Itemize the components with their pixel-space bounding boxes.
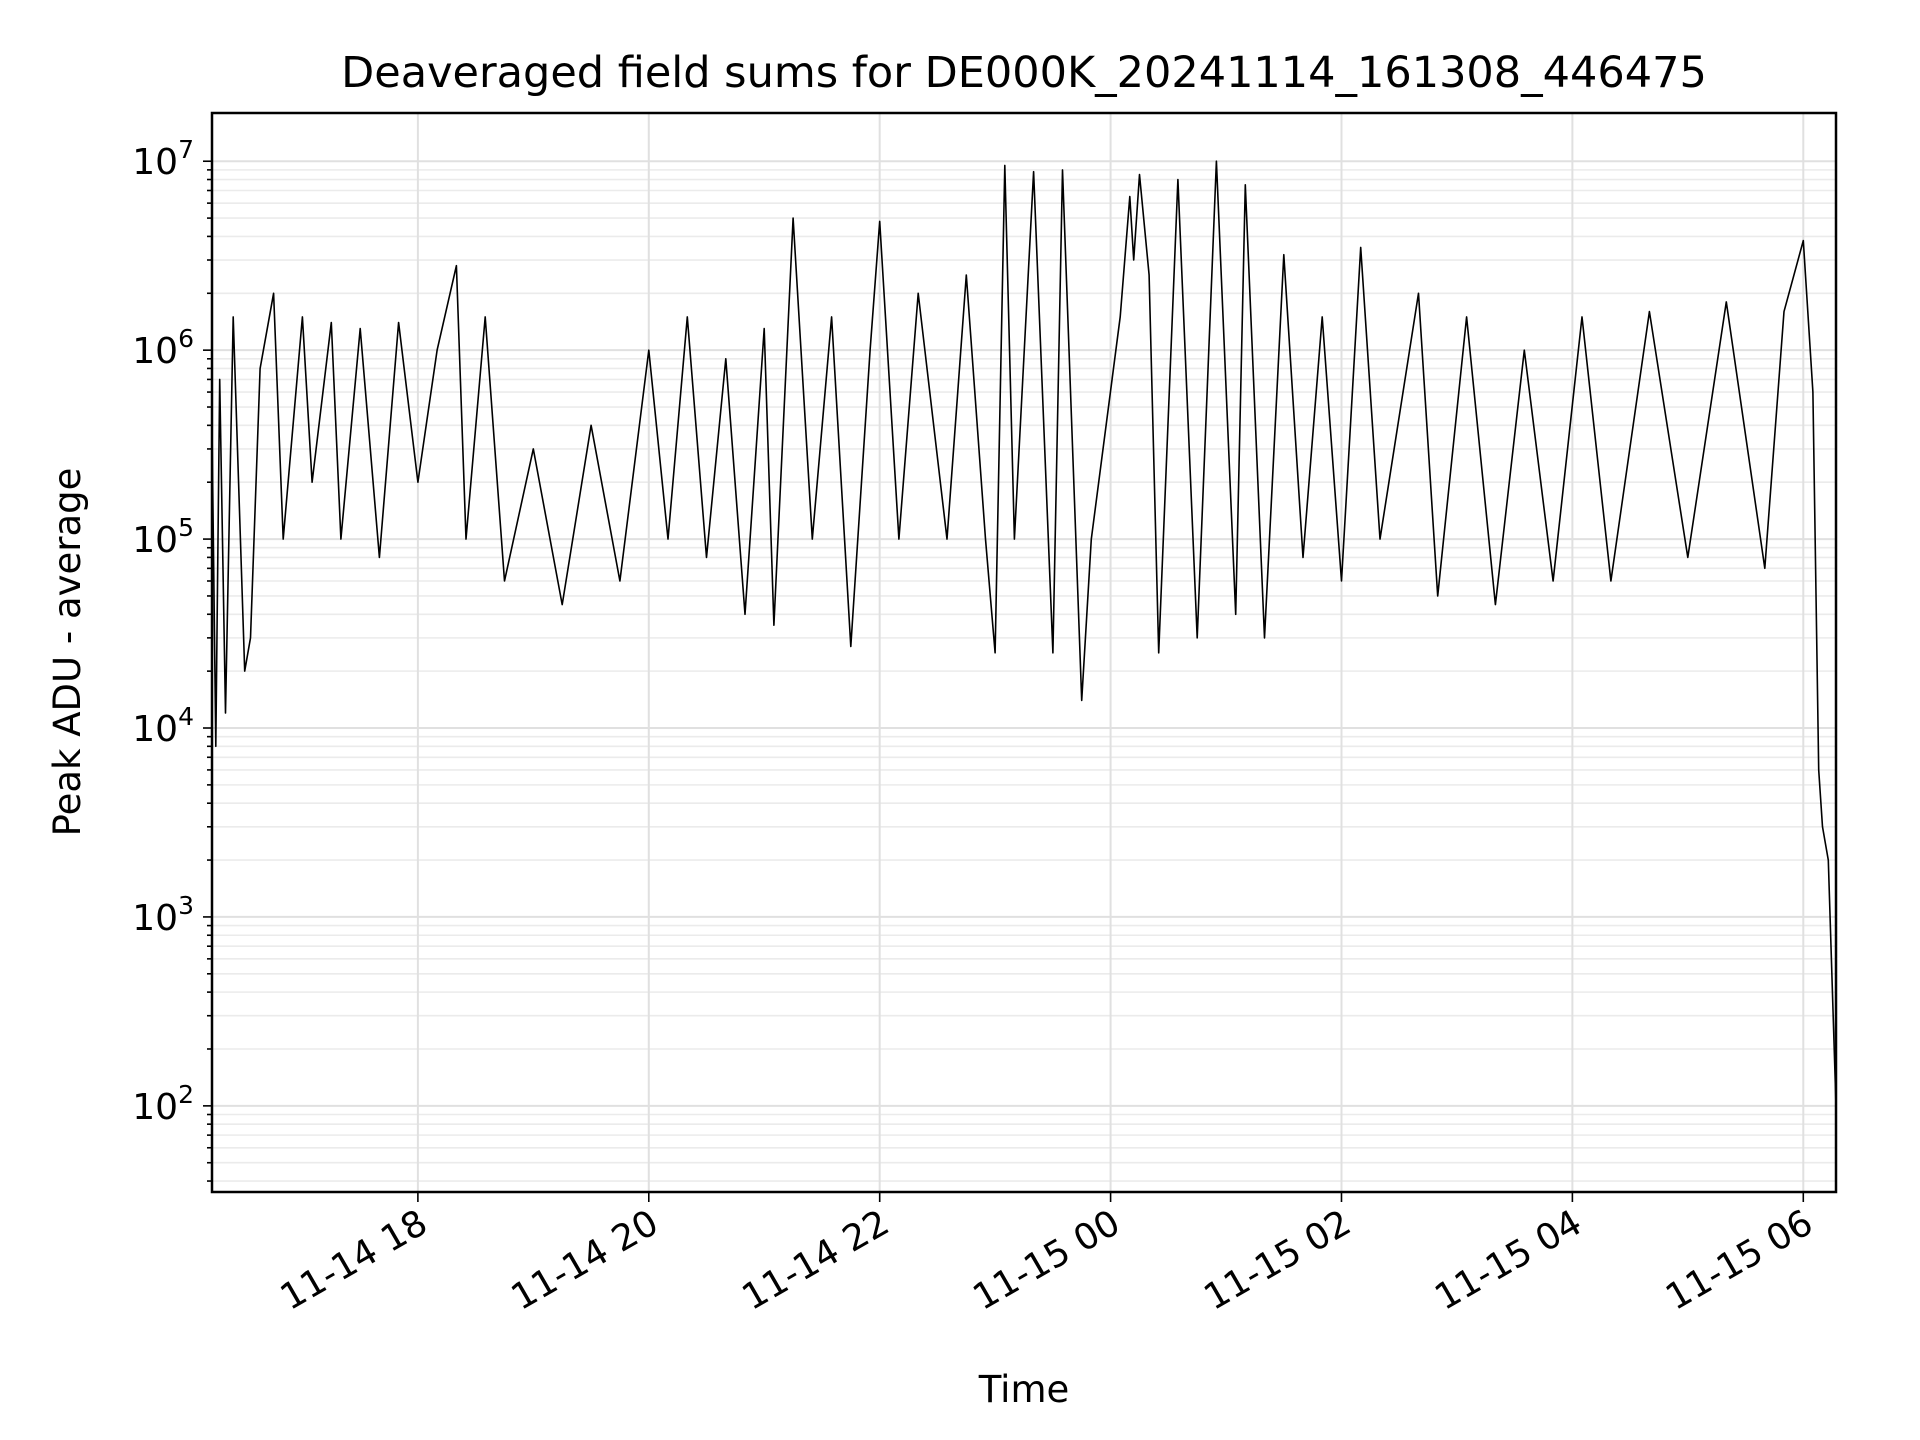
series-layer xyxy=(211,160,1837,1106)
y-tick-base: 10 xyxy=(132,1087,178,1128)
y-tick-label: 104 xyxy=(132,702,194,750)
y-tick-exponent: 2 xyxy=(178,1080,194,1109)
y-tick-label: 105 xyxy=(132,513,194,561)
y-tick-exponent: 3 xyxy=(178,891,194,920)
y-tick-exponent: 4 xyxy=(178,702,194,731)
y-tick-base: 10 xyxy=(132,898,178,939)
plot-frame xyxy=(210,111,1838,1194)
y-tick-label: 107 xyxy=(132,135,194,183)
y-tick-base: 10 xyxy=(132,142,178,183)
y-tick-exponent: 7 xyxy=(178,135,194,164)
x-axis-label: Time xyxy=(978,1368,1070,1411)
y-tick-base: 10 xyxy=(132,331,178,372)
y-tick-label: 106 xyxy=(132,324,194,372)
y-tick-label: 102 xyxy=(132,1080,194,1128)
series-line xyxy=(211,160,1837,1106)
y-tick-exponent: 5 xyxy=(178,513,194,542)
y-axis-label: Peak ADU - average xyxy=(46,468,89,837)
y-tick-base: 10 xyxy=(132,709,178,750)
chart-title: Deaveraged field sums for DE000K_2024111… xyxy=(341,48,1707,98)
grid-layer xyxy=(212,113,1836,1192)
y-tick-exponent: 6 xyxy=(178,324,194,353)
y-tick-label: 103 xyxy=(132,891,194,939)
y-tick-base: 10 xyxy=(132,520,178,561)
